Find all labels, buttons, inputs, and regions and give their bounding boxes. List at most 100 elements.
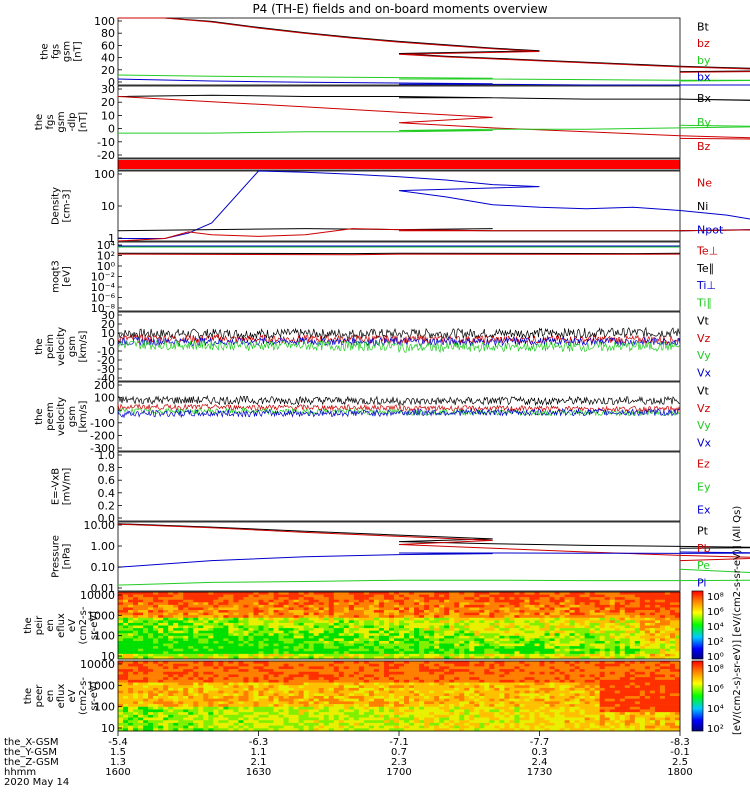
legend-entry: By [697, 116, 712, 129]
series-line-3 [117, 74, 750, 82]
x-row-label: the_Z-GSM [4, 757, 59, 768]
series-line-1 [117, 394, 681, 407]
y-axis-label: peir [34, 615, 45, 635]
y-axis-label: the [40, 43, 51, 59]
x-tick-label: 1700 [386, 767, 411, 778]
colorbar-tick: 10⁶ [707, 607, 724, 618]
y-tick-label: 0 [108, 76, 115, 89]
y-tick-label: 20 [101, 64, 115, 77]
y-axis-label: (cm2-s- [78, 606, 89, 644]
colorbar-lower [691, 660, 704, 732]
y-tick-label: 0.2 [98, 499, 116, 512]
x-row-label: the_Y-GSM [4, 747, 57, 758]
legend-entry: Vx [697, 436, 712, 449]
y-tick-label: -20 [97, 354, 115, 367]
status-bar [118, 160, 680, 169]
legend-entry: bx [697, 71, 711, 84]
legend-entry: Ne [697, 177, 712, 190]
y-axis-label: [km/s] [78, 330, 89, 362]
y-tick-label: 10 [101, 650, 115, 663]
legend-entry: Vy [697, 419, 711, 432]
y-axis-label: [mV/m] [62, 468, 73, 506]
y-axis-label: peim [45, 334, 56, 359]
y-tick-label: 100 [94, 15, 115, 28]
legend-entry: Vx [697, 366, 712, 379]
series-line-4 [117, 253, 681, 256]
y-axis-label: velocity [56, 397, 67, 436]
y-tick-label: 10⁻⁴ [91, 281, 116, 294]
y-tick-label: 10⁻⁶ [91, 292, 116, 305]
series-line-1 [117, 94, 750, 101]
legend-entry: Npot [697, 223, 724, 236]
y-axis-label: fgs [51, 44, 62, 59]
legend-entry: Bt [697, 20, 710, 33]
y-axis-label: the [34, 114, 45, 130]
legend-entry: Vz [697, 332, 711, 345]
y-tick-label: 10 [101, 200, 115, 213]
y-axis-label: eV [67, 619, 78, 632]
legend-entry: Ti⊥ [696, 279, 716, 292]
x-tick-label: -5.4 [108, 737, 128, 748]
x-tick-label: 2.4 [532, 757, 548, 768]
y-tick-label: 10⁰ [97, 260, 116, 273]
legend-entry: Bz [697, 140, 711, 153]
legend-entry: Vt [697, 385, 710, 398]
x-tick-label: -7.7 [530, 737, 550, 748]
x-tick-label: 0.7 [391, 747, 407, 758]
y-tick-label: -200 [90, 429, 115, 442]
y-tick-label: 10000 [80, 658, 115, 671]
y-tick-label: -30 [97, 363, 115, 376]
panel-9: 10.00 1.00 0.10 0.01 Pressure [nPa] Pt Pb Pe Pi [51, 519, 750, 595]
y-tick-label: 10² [97, 250, 115, 263]
y-tick-label: 0.0 [98, 512, 116, 525]
series-line-2 [117, 96, 750, 140]
colorbar: [eV/(cm2-s)-sr-eV)] [eV/(cm2-s-sr-eV)] (… [691, 506, 743, 735]
y-tick-label: 1.00 [91, 540, 116, 553]
legend-entry: bz [697, 37, 710, 50]
x-tick-label: 1.5 [110, 747, 126, 758]
colorbar-tick: 10⁸ [707, 592, 724, 603]
y-tick-label: -10 [97, 136, 115, 149]
legend-entry: Bx [697, 92, 712, 105]
legend-entry: Pi [697, 576, 706, 589]
panel-frame [117, 381, 681, 452]
series-line-1 [117, 326, 681, 340]
legend-entry: Pt [697, 525, 709, 538]
x-tick-label: 1630 [246, 767, 271, 778]
y-tick-label: 80 [101, 27, 115, 40]
x-tick-label: 1600 [105, 767, 130, 778]
y-tick-label: 60 [101, 39, 115, 52]
legend-entry: by [697, 54, 711, 67]
y-axis-label: the [34, 408, 45, 424]
y-tick-label: 40 [101, 52, 115, 65]
y-tick-label: 1000 [87, 679, 115, 692]
colorbar-tick: 10² [707, 637, 724, 648]
panel-frame [117, 17, 681, 86]
y-tick-label: 200 [94, 379, 115, 392]
legend-entry: Ez [697, 458, 710, 471]
y-tick-label: 1000 [87, 609, 115, 622]
colorbar-tick: 10² [707, 724, 724, 735]
y-tick-label: 0 [108, 336, 115, 349]
y-axis-label: [cm-3] [62, 189, 73, 222]
legend-entry: Vy [697, 349, 711, 362]
legend-entry: Pe [697, 559, 710, 572]
y-axis-label: eflux [56, 684, 67, 709]
x-tick-label: 1730 [527, 767, 552, 778]
y-axis-label: sr-eV) [89, 611, 100, 640]
y-axis-label: (cm2-s- [78, 677, 89, 715]
x-tick-label: -6.3 [249, 737, 269, 748]
figure-title: P4 (TH-E) fields and on-board moments ov… [252, 2, 547, 16]
series-line-2 [117, 403, 681, 413]
y-axis-label: Pressure [51, 535, 62, 578]
legend-entry: Ey [697, 481, 711, 494]
series-line-1 [118, 17, 750, 73]
date-label: 2020 May 14 [4, 777, 69, 788]
y-axis-label: gsm [56, 111, 67, 132]
y-tick-label: 30 [101, 83, 115, 96]
